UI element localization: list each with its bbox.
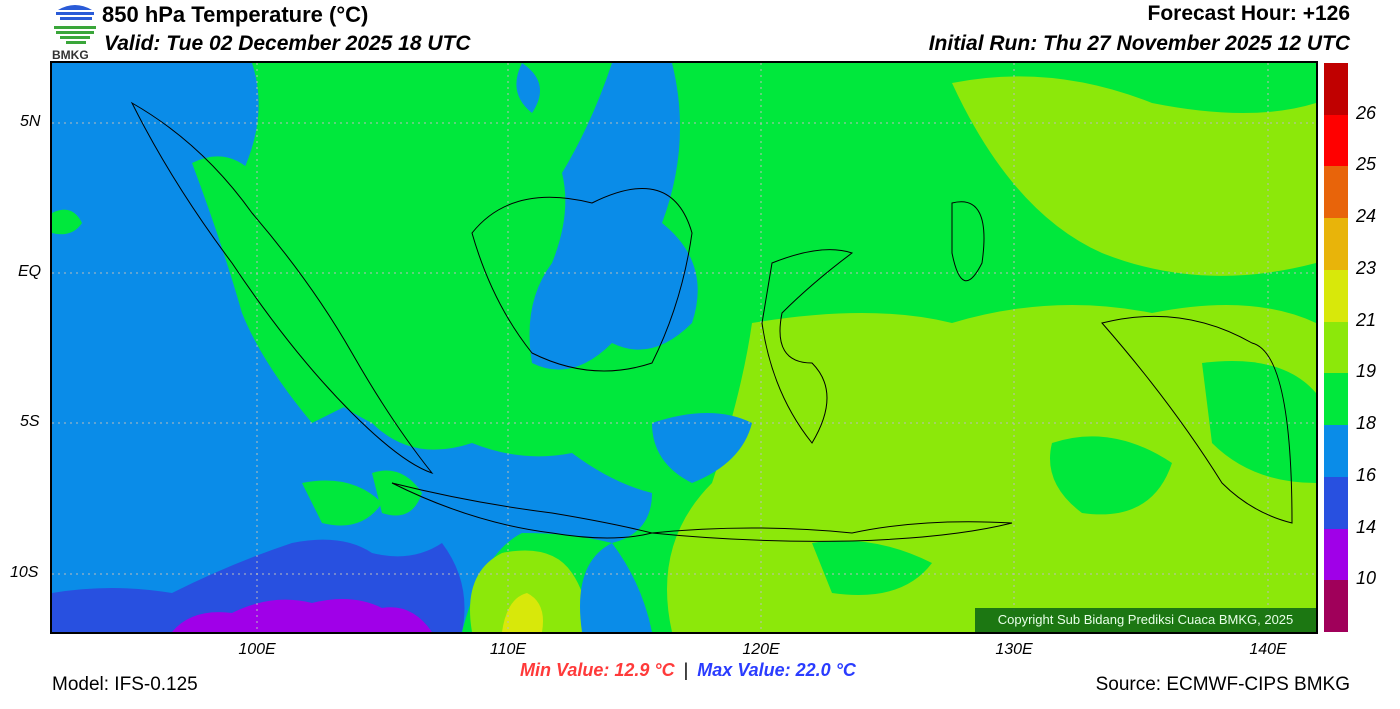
forecast-hour: Forecast Hour: +126	[1147, 2, 1351, 25]
lon-tick-110e: 110E	[489, 641, 527, 658]
colorbar-band	[1324, 321, 1348, 374]
model-label: Model: IFS-0.125	[52, 674, 198, 695]
colorbar-label: 10	[1356, 568, 1377, 589]
lon-tick-140e: 140E	[1249, 641, 1287, 658]
min-value: Min Value: 12.9 °C	[520, 660, 675, 680]
colorbar-band	[1324, 269, 1348, 322]
copyright-notice: Copyright Sub Bidang Prediksi Cuaca BMKG…	[975, 608, 1316, 632]
source-label: Source: ECMWF-CIPS BMKG	[1095, 674, 1350, 695]
colorbar-label: 19	[1356, 361, 1377, 382]
colorbar-band	[1324, 63, 1348, 115]
valid-time: Valid: Tue 02 December 2025 18 UTC	[104, 32, 471, 55]
separator: |	[683, 660, 689, 680]
colorbar	[1324, 63, 1348, 633]
lon-tick-100e: 100E	[238, 641, 276, 658]
max-value: Max Value: 22.0 °C	[697, 660, 856, 680]
colorbar-label: 21	[1356, 309, 1377, 330]
colorbar-band	[1324, 114, 1348, 167]
colorbar-label: 25	[1356, 154, 1377, 175]
lat-tick-5s: 5S	[20, 413, 40, 430]
colorbar-band	[1324, 425, 1348, 477]
colorbar-label: 18	[1356, 413, 1377, 434]
temperature-map	[50, 61, 1318, 634]
colorbar-label: 14	[1356, 516, 1377, 537]
colorbar-band	[1324, 476, 1348, 529]
colorbar-band	[1324, 373, 1348, 426]
colorbar-label: 23	[1356, 257, 1377, 278]
colorbar-label: 24	[1356, 206, 1377, 227]
lon-tick-130e: 130E	[995, 641, 1033, 658]
lat-tick-10s: 10S	[10, 564, 39, 581]
bmkg-logo	[50, 0, 100, 62]
lat-tick-5n: 5N	[20, 113, 41, 130]
lat-tick-eq: EQ	[18, 263, 42, 280]
chart-title: 850 hPa Temperature (°C)	[102, 2, 369, 27]
colorbar-band	[1324, 218, 1348, 270]
colorbar-band	[1324, 580, 1348, 633]
min-max-values: Min Value: 12.9 °C | Max Value: 22.0 °C	[520, 660, 856, 681]
colorbar-label: 16	[1356, 464, 1377, 485]
colorbar-label: 26	[1356, 102, 1377, 123]
logo-text: BMKG	[52, 48, 89, 62]
initial-run: Initial Run: Thu 27 November 2025 12 UTC	[928, 32, 1350, 55]
colorbar-band	[1324, 528, 1348, 581]
lon-tick-120e: 120E	[742, 641, 780, 658]
colorbar-band	[1324, 166, 1348, 219]
